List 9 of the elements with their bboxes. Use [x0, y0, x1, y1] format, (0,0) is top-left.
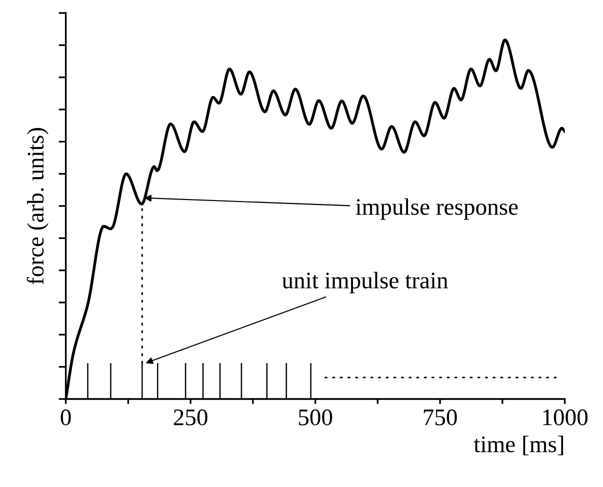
x-tick-label: 750: [424, 409, 457, 426]
x-tick-label: 250: [174, 409, 208, 426]
x-tick-label: 1000: [543, 409, 588, 426]
annotation: unit impulse train: [282, 272, 448, 294]
x-tick-label: 0: [60, 409, 71, 426]
annotation: impulse response: [356, 198, 518, 220]
x-axis-title: time [ms]: [474, 436, 564, 456]
x-tick-label: 500: [298, 409, 332, 426]
y-axis-title: force (arb. units): [26, 128, 48, 284]
